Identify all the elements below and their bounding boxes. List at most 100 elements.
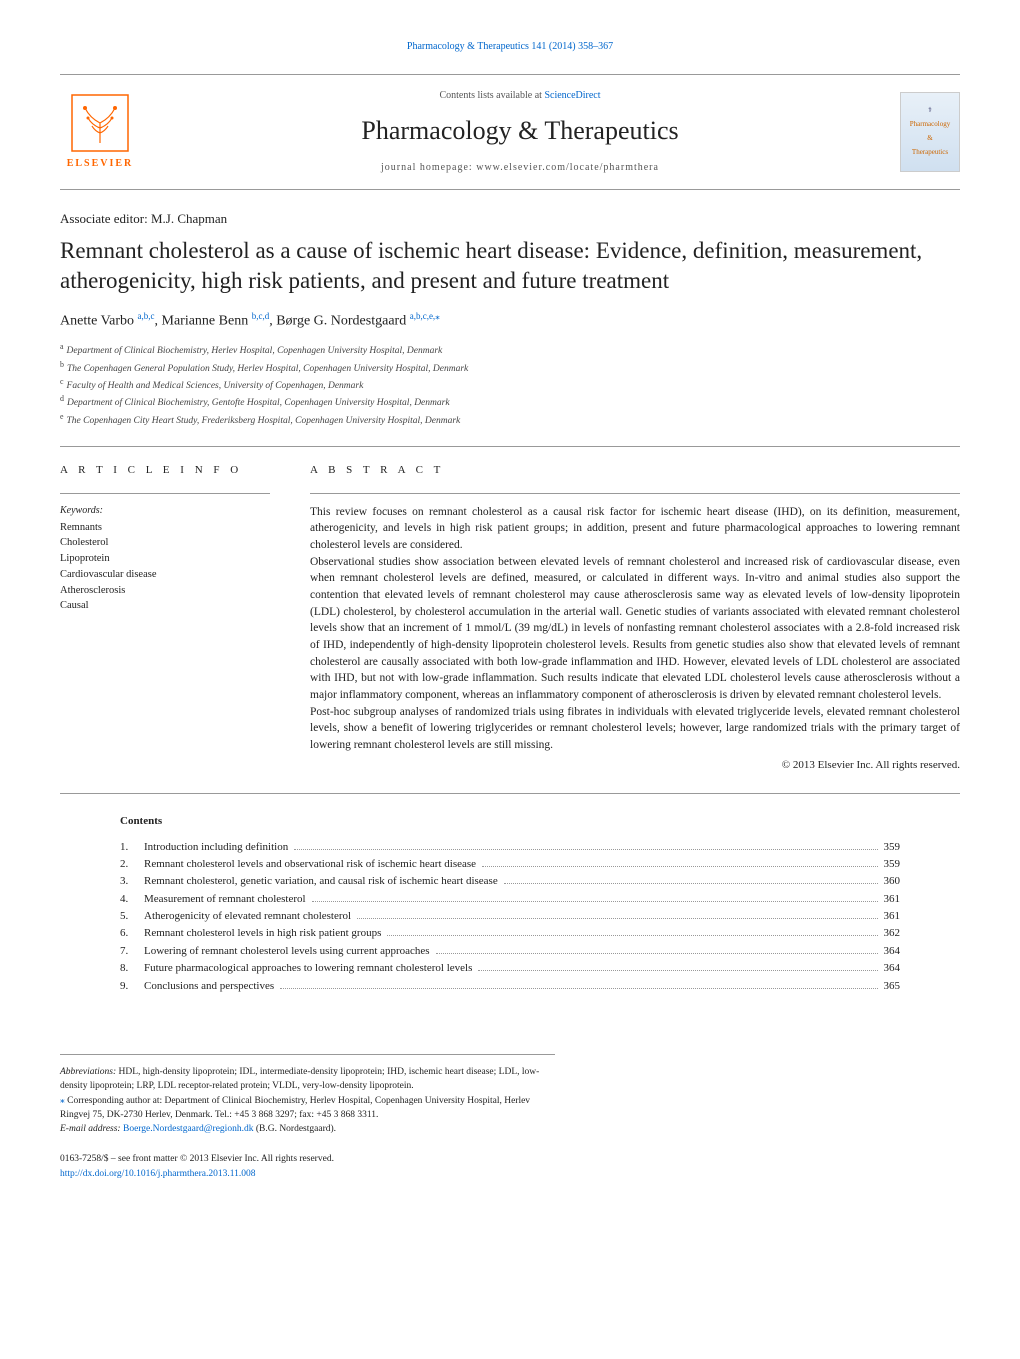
- affil-key-c: c: [60, 377, 64, 386]
- email-suffix: (B.G. Nordestgaard).: [253, 1124, 336, 1134]
- toc-num-8: 8.: [120, 961, 144, 976]
- affil-text-e: The Copenhagen City Heart Study, Frederi…: [67, 416, 461, 426]
- affil-key-e: e: [60, 412, 64, 421]
- toc-row-2: 2.Remnant cholesterol levels and observa…: [120, 857, 900, 872]
- toc-num-4: 4.: [120, 892, 144, 907]
- abstract-paragraph-2: Observational studies show association b…: [310, 554, 960, 704]
- front-matter-line: 0163-7258/$ – see front matter © 2013 El…: [60, 1152, 960, 1166]
- sciencedirect-link[interactable]: ScienceDirect: [544, 90, 600, 101]
- affil-key-a: a: [60, 342, 64, 351]
- toc-num-9: 9.: [120, 979, 144, 994]
- toc-num-3: 3.: [120, 874, 144, 889]
- toc-num-7: 7.: [120, 944, 144, 959]
- article-info-column: A R T I C L E I N F O Keywords: Remnants…: [60, 463, 270, 773]
- abstract-paragraph-1: This review focuses on remnant cholester…: [310, 504, 960, 554]
- info-abstract-row: A R T I C L E I N F O Keywords: Remnants…: [60, 447, 960, 773]
- abstract-paragraph-3: Post-hoc subgroup analyses of randomized…: [310, 704, 960, 754]
- keyword-2: Cholesterol: [60, 535, 270, 551]
- keyword-4: Cardiovascular disease: [60, 567, 270, 583]
- author-3-affil[interactable]: a,b,c,e,: [410, 311, 435, 321]
- email-footnote: E-mail address: Boerge.Nordestgaard@regi…: [60, 1122, 555, 1136]
- toc-title-6[interactable]: Remnant cholesterol levels in high risk …: [144, 926, 381, 941]
- toc-dots: [482, 866, 877, 867]
- toc-page-8: 364: [884, 961, 901, 976]
- copyright-line: © 2013 Elsevier Inc. All rights reserved…: [310, 758, 960, 773]
- cover-title-3: Therapeutics: [912, 148, 948, 158]
- toc-title-5[interactable]: Atherogenicity of elevated remnant chole…: [144, 909, 351, 924]
- affil-text-b: The Copenhagen General Population Study,…: [67, 364, 468, 374]
- article-info-heading: A R T I C L E I N F O: [60, 463, 270, 478]
- toc-dots: [312, 901, 878, 902]
- keywords-label: Keywords:: [60, 504, 270, 518]
- toc-row-6: 6.Remnant cholesterol levels in high ris…: [120, 926, 900, 941]
- contents-heading: Contents: [120, 814, 960, 829]
- author-2: , Marianne Benn: [155, 314, 252, 329]
- abstract-text: This review focuses on remnant cholester…: [310, 504, 960, 754]
- toc-dots: [504, 883, 878, 884]
- abstract-heading: A B S T R A C T: [310, 463, 960, 478]
- email-label: E-mail address:: [60, 1124, 123, 1134]
- affil-text-a: Department of Clinical Biochemistry, Her…: [67, 346, 443, 356]
- author-1-affil[interactable]: a,b,c: [138, 311, 155, 321]
- affil-key-b: b: [60, 360, 64, 369]
- toc-title-2[interactable]: Remnant cholesterol levels and observati…: [144, 857, 476, 872]
- journal-header: ELSEVIER Contents lists available at Sci…: [60, 74, 960, 190]
- toc-page-7: 364: [884, 944, 901, 959]
- toc-page-2: 359: [884, 857, 901, 872]
- journal-homepage-line: journal homepage: www.elsevier.com/locat…: [140, 161, 900, 175]
- toc-dots: [280, 988, 877, 989]
- toc-page-6: 362: [884, 926, 901, 941]
- toc-title-7[interactable]: Lowering of remnant cholesterol levels u…: [144, 944, 430, 959]
- corresponding-footnote: ⁎ Corresponding author at: Department of…: [60, 1094, 555, 1123]
- toc-dots: [436, 953, 878, 954]
- toc-title-1[interactable]: Introduction including definition: [144, 840, 288, 855]
- section-rule-bottom: [60, 793, 960, 794]
- associate-editor: Associate editor: M.J. Chapman: [60, 210, 960, 228]
- bottom-meta: 0163-7258/$ – see front matter © 2013 El…: [60, 1152, 960, 1181]
- keyword-3: Lipoprotein: [60, 551, 270, 567]
- toc-row-7: 7.Lowering of remnant cholesterol levels…: [120, 944, 900, 959]
- doi-link[interactable]: http://dx.doi.org/10.1016/j.pharmthera.2…: [60, 1169, 256, 1179]
- abbreviations-footnote: Abbreviations: HDL, high-density lipopro…: [60, 1065, 555, 1094]
- toc-dots: [294, 849, 877, 850]
- email-link[interactable]: Boerge.Nordestgaard@regionh.dk: [123, 1124, 253, 1134]
- abstract-rule: [310, 493, 960, 494]
- keywords-list: Remnants Cholesterol Lipoprotein Cardiov…: [60, 520, 270, 615]
- keyword-1: Remnants: [60, 520, 270, 536]
- author-2-affil[interactable]: b,c,d: [252, 311, 270, 321]
- toc-row-5: 5.Atherogenicity of elevated remnant cho…: [120, 909, 900, 924]
- table-of-contents: 1.Introduction including definition 359 2…: [120, 840, 900, 995]
- affiliation-a: aDepartment of Clinical Biochemistry, He…: [60, 341, 960, 358]
- publisher-name: ELSEVIER: [67, 157, 134, 171]
- homepage-prefix: journal homepage:: [381, 162, 476, 173]
- corr-text: Corresponding author at: Department of C…: [60, 1096, 530, 1120]
- cover-title-1: Pharmacology: [910, 120, 950, 130]
- affiliation-e: eThe Copenhagen City Heart Study, Freder…: [60, 411, 960, 428]
- header-center: Contents lists available at ScienceDirec…: [140, 89, 900, 175]
- affiliations: aDepartment of Clinical Biochemistry, He…: [60, 341, 960, 428]
- toc-title-8[interactable]: Future pharmacological approaches to low…: [144, 961, 472, 976]
- abbrev-text: HDL, high-density lipoprotein; IDL, inte…: [60, 1067, 539, 1091]
- journal-cover-thumbnail: ⚕ Pharmacology & Therapeutics: [900, 92, 960, 172]
- toc-row-9: 9.Conclusions and perspectives365: [120, 979, 900, 994]
- toc-num-6: 6.: [120, 926, 144, 941]
- abstract-column: A B S T R A C T This review focuses on r…: [310, 463, 960, 773]
- toc-title-3[interactable]: Remnant cholesterol, genetic variation, …: [144, 874, 498, 889]
- toc-num-5: 5.: [120, 909, 144, 924]
- toc-page-1: 359: [884, 840, 901, 855]
- toc-num-1: 1.: [120, 840, 144, 855]
- toc-row-3: 3.Remnant cholesterol, genetic variation…: [120, 874, 900, 889]
- toc-page-5: 361: [884, 909, 901, 924]
- top-citation-link[interactable]: Pharmacology & Therapeutics 141 (2014) 3…: [60, 40, 960, 54]
- toc-page-3: 360: [884, 874, 901, 889]
- toc-title-4[interactable]: Measurement of remnant cholesterol: [144, 892, 306, 907]
- cover-icon: ⚕: [928, 106, 932, 116]
- toc-row-1: 1.Introduction including definition 359: [120, 840, 900, 855]
- contents-available-line: Contents lists available at ScienceDirec…: [140, 89, 900, 103]
- corresponding-mark[interactable]: ⁎: [435, 311, 440, 321]
- affiliation-c: cFaculty of Health and Medical Sciences,…: [60, 376, 960, 393]
- abbrev-label: Abbreviations:: [60, 1067, 116, 1077]
- toc-title-9[interactable]: Conclusions and perspectives: [144, 979, 274, 994]
- elsevier-tree-icon: [70, 93, 130, 153]
- keyword-6: Causal: [60, 598, 270, 614]
